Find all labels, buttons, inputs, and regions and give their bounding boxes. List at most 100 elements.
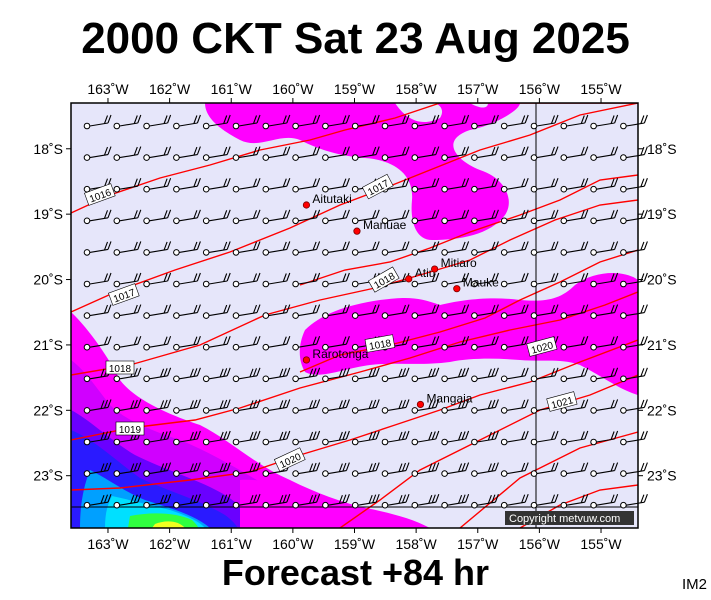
place-dot [302, 201, 311, 209]
lat-label-right: 19˚S [647, 206, 677, 222]
wind-barb [292, 399, 321, 414]
lat-label-right: 20˚S [647, 272, 677, 288]
wind-barb [441, 146, 470, 161]
wind-barb [530, 304, 559, 319]
wind-barb [500, 272, 529, 288]
wind-barb [173, 209, 201, 225]
wind-barb [322, 462, 350, 477]
wind-barb [500, 430, 529, 446]
wind-barb [590, 304, 619, 319]
wind-barb [351, 304, 380, 319]
wind-barb [471, 178, 499, 193]
isobar-label-text: 1018 [368, 338, 392, 353]
wind-barb [262, 146, 291, 161]
wind-barb [500, 114, 529, 130]
wind-barb [232, 114, 261, 130]
lon-label-top: 156˚W [519, 81, 561, 97]
isobar-1021 [339, 374, 638, 528]
wind-barb [351, 146, 380, 161]
wind-barb [620, 367, 648, 383]
wind-barb [173, 272, 201, 288]
wind-barb [113, 241, 142, 256]
wind-barb [500, 209, 529, 225]
wind-barb [322, 178, 350, 193]
wind-barb [143, 178, 172, 193]
wind-barb [173, 146, 201, 161]
isobar-1016 [71, 103, 441, 214]
wind-barb [381, 209, 410, 225]
place-label: Atiu [415, 266, 436, 280]
wind-barb [113, 494, 142, 509]
wind-barb [232, 367, 261, 383]
wind-barb [381, 114, 410, 130]
wind-barb [292, 462, 321, 477]
place-label: Aitutaki [312, 192, 351, 206]
wind-barb [232, 146, 261, 161]
wind-barb [143, 241, 172, 256]
wind-barb [471, 367, 499, 383]
wind-barb [113, 367, 142, 383]
wind-barb [560, 241, 589, 256]
wind-barb [620, 399, 648, 414]
wind-barb [530, 146, 559, 161]
axis-ticks: 163˚W 163˚W 162˚W 162˚W 161˚W 161˚W 160˚W 160˚W… [33, 81, 676, 552]
wind-barb [500, 367, 529, 383]
wind-barb [411, 304, 440, 319]
wind-barb [351, 494, 380, 509]
isobar-label-text: 1019 [119, 425, 142, 436]
wind-barb [500, 494, 529, 509]
wind-barb [441, 430, 470, 446]
wind-barb [560, 304, 589, 319]
wind-barb [322, 494, 350, 509]
wind-barb [322, 430, 350, 446]
wind-barb [620, 146, 648, 161]
wind-barb [202, 494, 231, 509]
wind-barb [202, 241, 231, 256]
wind-barb [471, 430, 499, 446]
wind-barb [322, 146, 350, 161]
wind-barb [530, 430, 559, 446]
lat-label-left: 23˚S [33, 468, 63, 484]
wind-barb [590, 241, 619, 256]
lat-label-right: 18˚S [647, 141, 677, 157]
wind-barb [202, 430, 231, 446]
place-label: Rarotonga [312, 347, 368, 361]
wind-barb [292, 430, 321, 446]
wind-barb [471, 462, 499, 477]
wind-barb [411, 494, 440, 509]
wind-barb [351, 114, 380, 130]
lon-label-top: 162˚W [149, 81, 191, 97]
wind-barb [143, 272, 172, 288]
wind-barb [441, 304, 470, 319]
wind-barb [322, 114, 350, 130]
rain-area-central [299, 273, 638, 395]
wind-barb [83, 209, 112, 225]
wind-barb [471, 209, 499, 225]
wind-barb [322, 367, 350, 383]
wind-barb [620, 272, 648, 288]
map-title: 2000 CKT Sat 23 Aug 2025 [81, 14, 630, 63]
wind-barb [232, 336, 261, 351]
wind-barb [620, 114, 648, 130]
wind-barb [322, 304, 350, 319]
wind-barb [232, 272, 261, 288]
lon-label-bottom: 158˚W [396, 536, 438, 552]
lon-label-bottom: 160˚W [272, 536, 314, 552]
lon-label-top: 160˚W [272, 81, 314, 97]
wind-barb [471, 399, 499, 414]
rain-area-south-west-yellow [152, 521, 185, 528]
wind-barb [471, 272, 499, 288]
wind-barb [83, 399, 112, 414]
wind-barb [232, 494, 261, 509]
wind-barb [590, 336, 619, 351]
wind-barb [262, 114, 291, 130]
wind-barb [202, 462, 231, 477]
place-label: Mangaia [426, 391, 472, 405]
copyright-box [505, 511, 634, 525]
wind-barb [560, 336, 589, 351]
lon-label-bottom: 159˚W [334, 536, 376, 552]
wind-barb [530, 241, 559, 256]
wind-barb [113, 304, 142, 319]
